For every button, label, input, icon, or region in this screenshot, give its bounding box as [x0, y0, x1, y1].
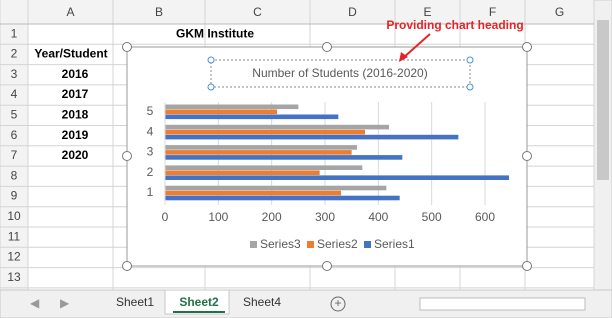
column-header: G — [555, 5, 564, 19]
x-tick-label: 300 — [315, 210, 335, 224]
sheet-tab[interactable]: Sheet2 — [179, 295, 219, 309]
legend-swatch — [307, 241, 314, 248]
resize-handle[interactable] — [522, 42, 532, 52]
resize-handle[interactable] — [522, 261, 532, 271]
bar — [165, 195, 400, 201]
resize-handle[interactable] — [122, 151, 132, 161]
row-header: 11 — [8, 229, 21, 243]
column-header: D — [348, 5, 357, 19]
bar — [165, 185, 387, 191]
x-tick-label: 0 — [162, 210, 169, 224]
add-sheet-plus[interactable]: + — [334, 296, 341, 310]
legend-label: Series1 — [374, 237, 415, 251]
bar — [165, 145, 357, 150]
bar — [165, 165, 363, 170]
x-tick-label: 100 — [208, 210, 228, 224]
x-tick-label: 200 — [262, 210, 282, 224]
tab-nav-left[interactable]: ◀ — [30, 296, 40, 310]
bar — [165, 155, 403, 160]
resize-handle[interactable] — [122, 261, 132, 271]
row-header: 6 — [11, 128, 18, 142]
row-header: 4 — [11, 87, 18, 101]
tab-nav-right[interactable]: ▶ — [60, 296, 70, 310]
annotation: Providing chart heading — [386, 18, 523, 32]
row-header: 12 — [7, 250, 21, 264]
bar — [165, 134, 459, 140]
title-box[interactable] — [210, 59, 471, 88]
bar — [165, 190, 341, 196]
legend-swatch — [250, 241, 257, 248]
title-handle — [207, 83, 215, 91]
cell-header: Year/Student — [34, 47, 107, 61]
legend-label: Series2 — [317, 237, 358, 251]
scroll-thumb[interactable] — [597, 20, 609, 180]
title-handle — [207, 56, 215, 64]
column-header: F — [489, 5, 496, 19]
x-tick-label: 500 — [422, 210, 442, 224]
column-header-bar — [0, 0, 594, 24]
row-header: 3 — [11, 67, 18, 81]
sheet-tab[interactable]: Sheet4 — [243, 295, 281, 309]
title-handle — [466, 56, 474, 64]
column-header: C — [253, 5, 262, 19]
row-header: 10 — [7, 209, 21, 223]
resize-handle[interactable] — [522, 151, 532, 161]
row-header-bar — [0, 0, 28, 290]
y-tick-label: 5 — [147, 104, 154, 118]
row-header: 7 — [11, 148, 18, 162]
sheet-tab[interactable]: Sheet1 — [116, 295, 154, 309]
y-tick-label: 2 — [147, 165, 154, 179]
horizontal-scrollbar[interactable] — [419, 297, 586, 311]
x-tick-label: 400 — [368, 210, 388, 224]
row-header: 13 — [7, 270, 21, 284]
bar — [165, 104, 299, 110]
bar — [165, 175, 509, 180]
bar — [165, 114, 339, 120]
bar — [165, 150, 352, 155]
active-tab[interactable] — [164, 289, 230, 315]
y-tick-label: 4 — [147, 124, 154, 138]
bar — [165, 170, 320, 175]
bar — [165, 109, 277, 115]
row-header: 9 — [11, 189, 18, 203]
cell-year: 2019 — [62, 128, 89, 142]
chart-title[interactable]: Number of Students (2016-2020) — [252, 66, 427, 80]
x-tick-label: 600 — [475, 210, 495, 224]
resize-handle[interactable] — [322, 261, 332, 271]
resize-handle[interactable] — [122, 42, 132, 52]
annotation-arrow — [402, 33, 431, 59]
annotation-arrowhead — [399, 52, 408, 62]
title-handle — [466, 83, 474, 91]
bar — [165, 124, 389, 130]
resize-handle[interactable] — [322, 42, 332, 52]
row-header: 8 — [11, 168, 18, 182]
cell-year: 2020 — [62, 148, 89, 162]
bar — [165, 129, 365, 135]
row-header: 2 — [11, 47, 18, 61]
y-tick-label: 3 — [147, 145, 154, 159]
cell-title: GKM Institute — [176, 26, 254, 40]
column-header: E — [423, 5, 431, 19]
row-header: 5 — [11, 108, 18, 122]
legend-swatch — [364, 241, 371, 248]
cell-year: 2018 — [62, 108, 89, 122]
row-header: 1 — [11, 26, 18, 40]
cell-year: 2016 — [62, 67, 89, 81]
y-tick-label: 1 — [147, 185, 154, 199]
column-header: B — [155, 5, 163, 19]
column-header: A — [66, 5, 74, 19]
cell-year: 2017 — [62, 87, 89, 101]
add-sheet[interactable] — [330, 296, 346, 312]
legend-label: Series3 — [260, 237, 301, 251]
